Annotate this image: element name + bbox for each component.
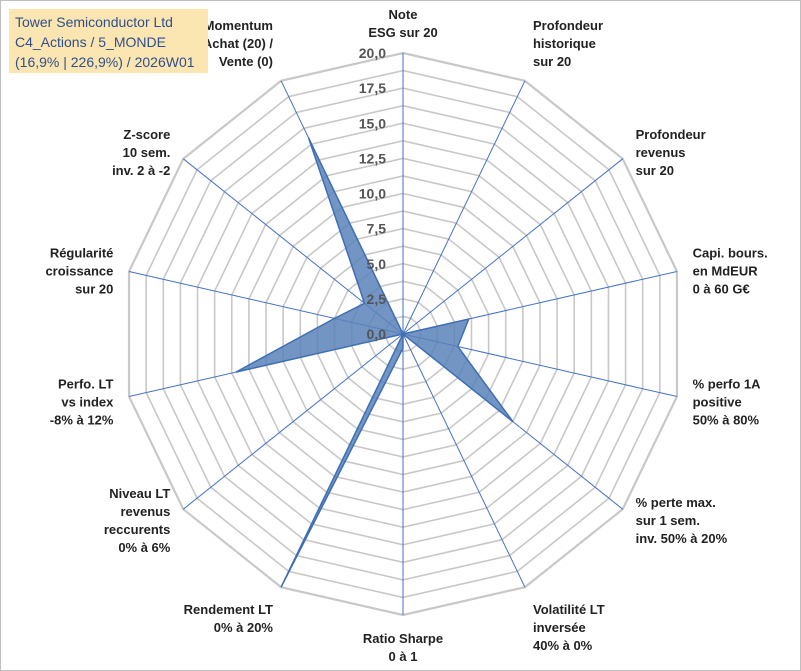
radar-tick-labels: 0,0 2,5 5,0 7,5 10,0 12,5 15,0 17,5 20,0 [359, 45, 386, 342]
axis-label-line: sur 20 [75, 281, 113, 296]
axis-label: Capi. bours. en MdEUR 0 à 60 G€ [693, 245, 768, 296]
chart-title-box: Tower Semiconductor Ltd C4_Actions / 5_M… [9, 9, 208, 73]
axis-label-line: Volatilité LT [533, 602, 605, 617]
axis-label-line: sur 20 [533, 54, 571, 69]
axis-label: Régularité croissance sur 20 [45, 245, 113, 296]
axis-label-line: inv. 50% à 20% [636, 531, 728, 546]
tick-label: 5,0 [367, 256, 387, 272]
axis-label-line: inv. 2 à -2 [112, 163, 170, 178]
axis-label-line: Perfo. LT [58, 377, 113, 392]
tick-label: 7,5 [367, 221, 387, 237]
axis-label-line: Z-score [123, 127, 170, 142]
axis-label-line: ESG sur 20 [368, 25, 437, 40]
radar-series [235, 137, 514, 588]
axis-label: Momentum Achat (20) / Vente (0) [203, 18, 273, 69]
axis-label-line: sur 1 sem. [636, 513, 700, 528]
axis-label-line: 0 à 60 G€ [693, 281, 750, 296]
axis-label-line: Vente (0) [219, 54, 273, 69]
axis-label-line: inversée [533, 620, 586, 635]
axis-spoke [402, 158, 624, 335]
axis-label-line: Capi. bours. [693, 245, 768, 260]
axis-spoke [402, 80, 526, 335]
tick-label: 10,0 [359, 186, 386, 202]
series-area [235, 137, 514, 588]
axis-label-line: 0% à 6% [118, 540, 170, 555]
axis-label-line: Momentum [204, 18, 273, 33]
axis-label-line: Note [389, 7, 418, 22]
axis-label: Niveau LT revenus reccurents 0% à 6% [104, 486, 171, 555]
axis-label: Ratio Sharpe 0 à 1 [363, 631, 443, 664]
axis-label: Volatilité LT inversée 40% à 0% [533, 602, 605, 653]
axis-label-line: croissance [45, 263, 113, 278]
chart-title: Tower Semiconductor Ltd [15, 14, 173, 30]
axis-label-line: 0 à 1 [389, 649, 418, 664]
axis-label: Rendement LT 0% à 20% [184, 602, 274, 635]
axis-label: Profondeur historique sur 20 [533, 18, 603, 69]
axis-label-line: Régularité [50, 245, 114, 260]
axis-label-line: Ratio Sharpe [363, 631, 443, 646]
axis-label-line: vs index [61, 395, 114, 410]
tick-label: 0,0 [367, 326, 387, 342]
axis-label: Note ESG sur 20 [368, 7, 437, 40]
axis-label-line: 50% à 80% [693, 413, 760, 428]
tick-label: 2,5 [367, 291, 387, 307]
axis-label: % perte max. sur 1 sem. inv. 50% à 20% [636, 495, 728, 546]
axis-label-line: 0% à 20% [214, 620, 274, 635]
axis-label-line: historique [533, 36, 596, 51]
chart-subtitle: C4_Actions / 5_MONDE [15, 34, 166, 50]
axis-label-line: -8% à 12% [50, 413, 114, 428]
axis-label-line: revenus [120, 504, 170, 519]
tick-label: 20,0 [359, 45, 386, 61]
axis-label-line: 40% à 0% [533, 638, 593, 653]
axis-label-line: revenus [636, 145, 686, 160]
axis-label: Z-score 10 sem. inv. 2 à -2 [112, 127, 170, 178]
axis-label-line: sur 20 [636, 163, 674, 178]
axis-label-line: % perfo 1A [693, 377, 762, 392]
axis-label: Profondeur revenus sur 20 [636, 127, 706, 178]
axis-label: % perfo 1A positive 50% à 80% [693, 377, 762, 428]
axis-label-line: Profondeur [636, 127, 706, 142]
axis-label-line: reccurents [104, 522, 170, 537]
tick-label: 17,5 [359, 80, 386, 96]
axis-label-line: Rendement LT [184, 602, 273, 617]
axis-label-line: Profondeur [533, 18, 603, 33]
tick-label: 12,5 [359, 150, 386, 166]
radar-axis-labels: Note ESG sur 20 Profondeur historique sur 20… [45, 7, 767, 664]
axis-label-line: % perte max. [636, 495, 716, 510]
axis-spoke [402, 333, 526, 588]
axis-label-line: en MdEUR [693, 263, 759, 278]
axis-label-line: Achat (20) / [203, 36, 273, 51]
tick-label: 15,0 [359, 115, 386, 131]
axis-spoke [182, 333, 404, 510]
axis-label-line: Niveau LT [109, 486, 170, 501]
axis-label-line: positive [693, 395, 742, 410]
axis-label-line: 10 sem. [123, 145, 171, 160]
chart-period: (16,9% | 226,9%) / 2026W01 [15, 54, 195, 70]
axis-label: Perfo. LT vs index -8% à 12% [50, 377, 114, 428]
